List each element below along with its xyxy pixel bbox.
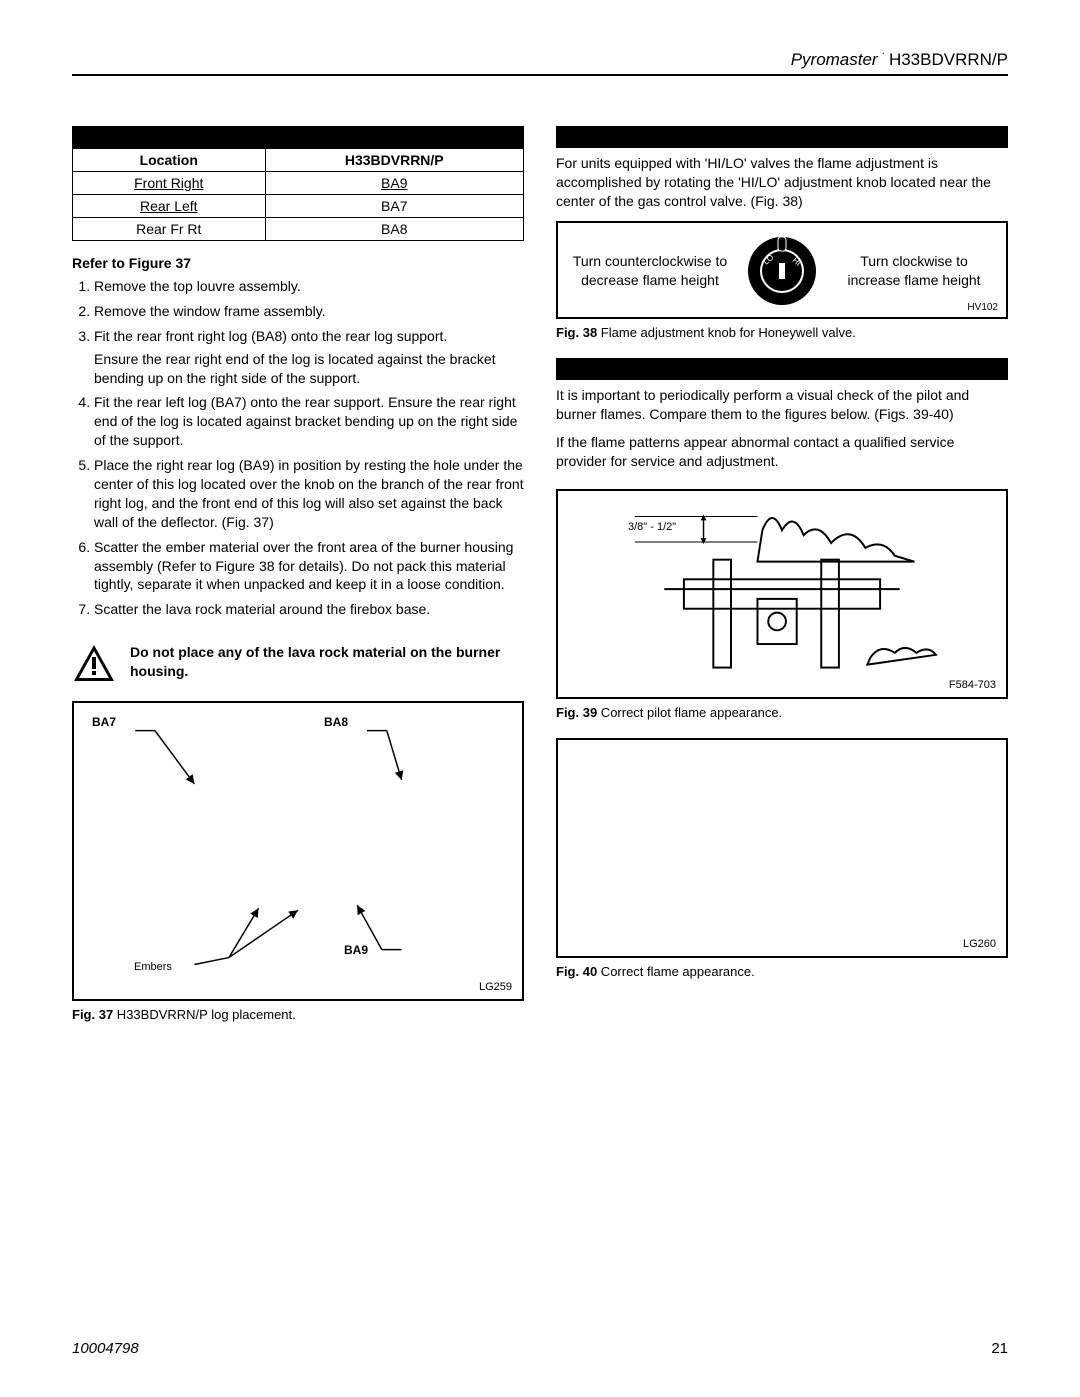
figure-39-box: 3/8" - 1/2" F584-703 [556, 489, 1008, 699]
cell-code: BA9 [265, 172, 524, 195]
knob-cw-text: Turn clockwise to increase flame height [832, 252, 996, 288]
table-row: Rear Fr Rt BA8 [73, 218, 524, 241]
flame-adjust-intro: For units equipped with 'HI/LO' valves t… [556, 154, 1008, 211]
table-row: Front Right BA9 [73, 172, 524, 195]
figure-37-box: BA7 BA8 BA9 Embers LG [72, 701, 524, 1001]
table-title-bar [73, 127, 524, 149]
fig40-caption-bold: Fig. 40 [556, 964, 597, 979]
fig39-code: F584-703 [949, 679, 996, 691]
cell-location: Rear Fr Rt [73, 218, 266, 241]
list-item: Remove the window frame assembly. [94, 302, 524, 321]
list-item: Fit the rear front right log (BA8) onto … [94, 327, 524, 388]
page-number: 21 [991, 1340, 1008, 1357]
step-text: Place the right rear log (BA9) in positi… [94, 457, 524, 530]
figure-40-box: LG260 [556, 738, 1008, 958]
instruction-list: Remove the top louvre assembly. Remove t… [72, 277, 524, 619]
section-bar-flame-check [556, 358, 1008, 380]
fig37-code: LG259 [479, 981, 512, 993]
fig40-caption-rest: Correct flame appearance. [597, 964, 755, 979]
table-col-location: Location [73, 149, 266, 172]
knob-icon: LO HI [742, 231, 822, 311]
page-footer: 10004798 21 [72, 1340, 1008, 1357]
fig39-measure: 3/8" - 1/2" [626, 521, 678, 533]
table-col-model: H33BDVRRN/P [265, 149, 524, 172]
step-text: Remove the top louvre assembly. [94, 278, 301, 294]
fig38-code: HV102 [967, 302, 998, 313]
cell-location: Rear Left [73, 195, 266, 218]
step-text: Remove the window frame assembly. [94, 303, 326, 319]
step-text: Scatter the ember material over the fron… [94, 539, 513, 593]
fig37-caption: Fig. 37 H33BDVRRN/P log placement. [72, 1007, 524, 1022]
list-item: Place the right rear log (BA9) in positi… [94, 456, 524, 532]
refer-heading: Refer to Figure 37 [72, 255, 524, 271]
knob-ccw-text: Turn counterclockwise to decrease flame … [568, 252, 732, 288]
left-column: Location H33BDVRRN/P Front Right BA9 Rea… [72, 126, 524, 1022]
section-bar-flame-adjust [556, 126, 1008, 148]
cell-location: Front Right [73, 172, 266, 195]
flame-check-p2: If the flame patterns appear abnormal co… [556, 433, 1008, 471]
fig39-caption-bold: Fig. 39 [556, 705, 597, 720]
fig37-leaders [74, 703, 522, 999]
fig40-caption: Fig. 40 Correct flame appearance. [556, 964, 1008, 979]
table-header-row: Location H33BDVRRN/P [73, 149, 524, 172]
fig38-caption-rest: Flame adjustment knob for Honeywell valv… [597, 325, 856, 340]
page-header: Pyromaster · H33BDVRRN/P [72, 50, 1008, 74]
list-item: Scatter the ember material over the fron… [94, 538, 524, 595]
log-location-table: Location H33BDVRRN/P Front Right BA9 Rea… [72, 126, 524, 241]
flame-check-p1: It is important to periodically perform … [556, 386, 1008, 424]
list-item: Scatter the lava rock material around th… [94, 600, 524, 619]
fig38-caption-bold: Fig. 38 [556, 325, 597, 340]
brand-name: Pyromaster [791, 50, 878, 70]
list-item: Remove the top louvre assembly. [94, 277, 524, 296]
fig38-caption: Fig. 38 Flame adjustment knob for Honeyw… [556, 325, 1008, 340]
step-text: Fit the rear front right log (BA8) onto … [94, 328, 447, 344]
table-row: Rear Left BA7 [73, 195, 524, 218]
step-text: Fit the rear left log (BA7) onto the rea… [94, 394, 517, 448]
fig37-caption-rest: H33BDVRRN/P log placement. [113, 1007, 296, 1022]
warning-text: Do not place any of the lava rock materi… [130, 643, 524, 681]
fig39-caption-rest: Correct pilot flame appearance. [597, 705, 782, 720]
two-column-layout: Location H33BDVRRN/P Front Right BA9 Rea… [72, 126, 1008, 1022]
right-column: For units equipped with 'HI/LO' valves t… [556, 126, 1008, 1022]
cell-code: BA8 [265, 218, 524, 241]
warning-icon [72, 643, 116, 683]
header-sep: · [882, 48, 885, 68]
figure-38-box: Turn counterclockwise to decrease flame … [556, 221, 1008, 319]
list-item: Fit the rear left log (BA7) onto the rea… [94, 393, 524, 450]
model-name: H33BDVRRN/P [889, 50, 1008, 70]
step-extra: Ensure the rear right end of the log is … [94, 350, 524, 388]
fig37-caption-bold: Fig. 37 [72, 1007, 113, 1022]
fig39-caption: Fig. 39 Correct pilot flame appearance. [556, 705, 1008, 720]
step-text: Scatter the lava rock material around th… [94, 601, 430, 617]
warning-block: Do not place any of the lava rock materi… [72, 643, 524, 683]
cell-code: BA7 [265, 195, 524, 218]
header-rule [72, 74, 1008, 76]
fig40-code: LG260 [963, 938, 996, 950]
doc-number: 10004798 [72, 1340, 139, 1357]
